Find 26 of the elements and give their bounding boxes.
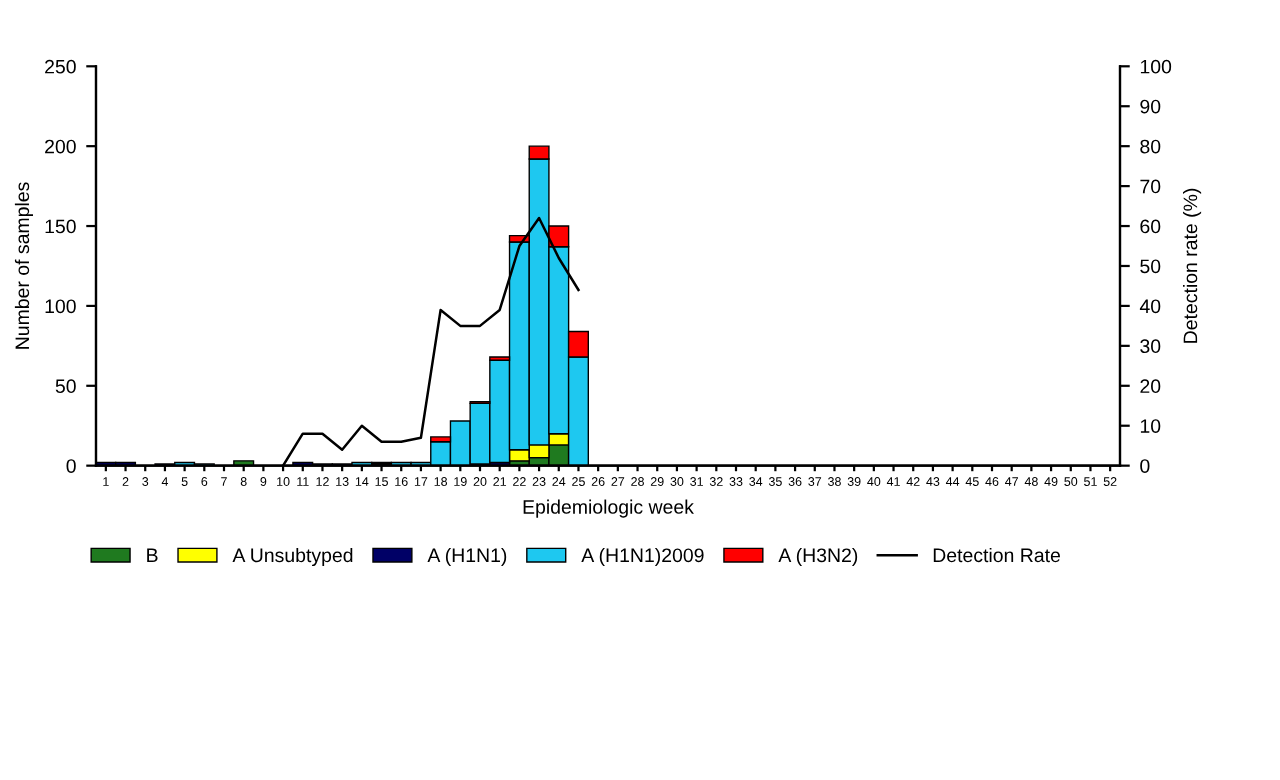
y2-tick-label: 40 — [1139, 299, 1161, 314]
y2-tick-label: 10 — [1140, 419, 1161, 433]
y2-tick-label: 70 — [1140, 179, 1161, 194]
y2-tick-label: 30 — [1140, 339, 1161, 354]
y-tick-label: 100 — [45, 299, 76, 314]
y2-tick-label: 60 — [1140, 219, 1161, 234]
legend-label: A Unsubtyped — [232, 547, 353, 567]
y2-tick-label: 80 — [1140, 139, 1161, 154]
y2-axis-title: Detection rate (%) — [1182, 188, 1202, 343]
y-tick-label: 50 — [55, 379, 76, 394]
y-tick-label: 0 — [66, 459, 76, 473]
y2-tick-label: 90 — [1140, 99, 1161, 114]
x-axis-title: Epidemiologic week — [523, 499, 694, 518]
y2-tick-label: 0 — [1140, 459, 1150, 473]
y-tick-label: 200 — [45, 139, 76, 154]
legend-label: A (H3N2) — [778, 547, 858, 567]
y-tick-label: 150 — [45, 219, 76, 234]
y2-tick-label: 100 — [1140, 59, 1172, 74]
y2-tick-label: 50 — [1140, 259, 1161, 274]
y2-tick-label: 20 — [1140, 379, 1161, 394]
legend-label: B — [147, 548, 158, 562]
y-tick-label: 250 — [45, 59, 76, 74]
legend-label: Detection Rate — [933, 547, 1060, 563]
y-axis-title: Number of samples — [14, 182, 34, 349]
legend-label: A (H1N1)2009 — [581, 547, 704, 567]
legend-label: A (H1N1) — [427, 547, 507, 567]
